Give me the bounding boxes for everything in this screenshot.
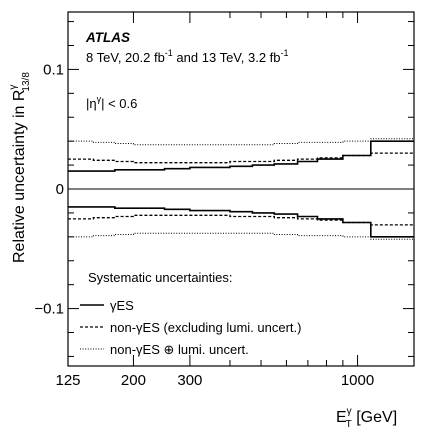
legend-title: Systematic uncertainties: — [88, 270, 233, 285]
atlas-label: ATLAS — [85, 30, 130, 45]
x-title-main: E — [336, 409, 347, 426]
x-title-unit: [GeV] — [352, 409, 397, 426]
series-1-down-step — [68, 214, 414, 226]
tick-layer: 125 200 300 1000 −0.1 0 0.1 — [34, 12, 414, 389]
series-2-up-step — [68, 138, 414, 146]
eta-superscript: γ — [97, 94, 102, 104]
x-tick-label: 300 — [177, 372, 202, 389]
y-axis-title: Relative uncertainty in Rγ 13/8 — [8, 72, 32, 263]
legend-label-nonges-lumi: non-γES ⊕ lumi. uncert. — [110, 342, 249, 357]
energy-lumi-label: 8 TeV, 20.2 fb-1 and 13 TeV, 3.2 fb-1 — [86, 48, 289, 65]
eta-post-text: | < 0.6 — [101, 96, 137, 111]
y-title-superscript: γ — [8, 85, 19, 90]
y-title-subscript: 13/8 — [21, 72, 32, 92]
series-2-down-step — [68, 232, 414, 240]
eta-cut-label: |ηγ| < 0.6 — [86, 94, 137, 111]
x-title-subscript: T — [346, 419, 352, 430]
series-layer — [68, 138, 414, 240]
series-1-up-step — [68, 152, 414, 164]
legend: Systematic uncertainties: γES non-γES (e… — [80, 270, 301, 357]
x-tick-label: 1000 — [341, 372, 374, 389]
energy-b-text: and 13 TeV, 3.2 fb — [173, 50, 281, 65]
lumi-exponent-b: -1 — [281, 48, 289, 58]
lumi-exponent-a: -1 — [165, 48, 173, 58]
y-title-main: Relative uncertainty in R — [11, 90, 28, 263]
x-axis-title: Eγ T [GeV] — [336, 406, 397, 430]
energy-a-text: 8 TeV, 20.2 fb — [86, 50, 165, 65]
legend-label-ges: γES — [110, 298, 134, 313]
legend-label-nonges: non-γES (excluding lumi. uncert.) — [110, 320, 301, 335]
series-0-down-step — [68, 206, 414, 238]
x-tick-label: 125 — [55, 372, 80, 389]
y-tick-label: 0 — [56, 181, 64, 198]
eta-pre-text: |η — [86, 96, 97, 111]
y-tick-label: 0.1 — [43, 61, 64, 78]
series-0-up-step — [68, 140, 414, 172]
x-title-superscript: γ — [347, 406, 352, 417]
x-tick-label: 200 — [121, 372, 146, 389]
y-tick-label: −0.1 — [34, 301, 64, 318]
